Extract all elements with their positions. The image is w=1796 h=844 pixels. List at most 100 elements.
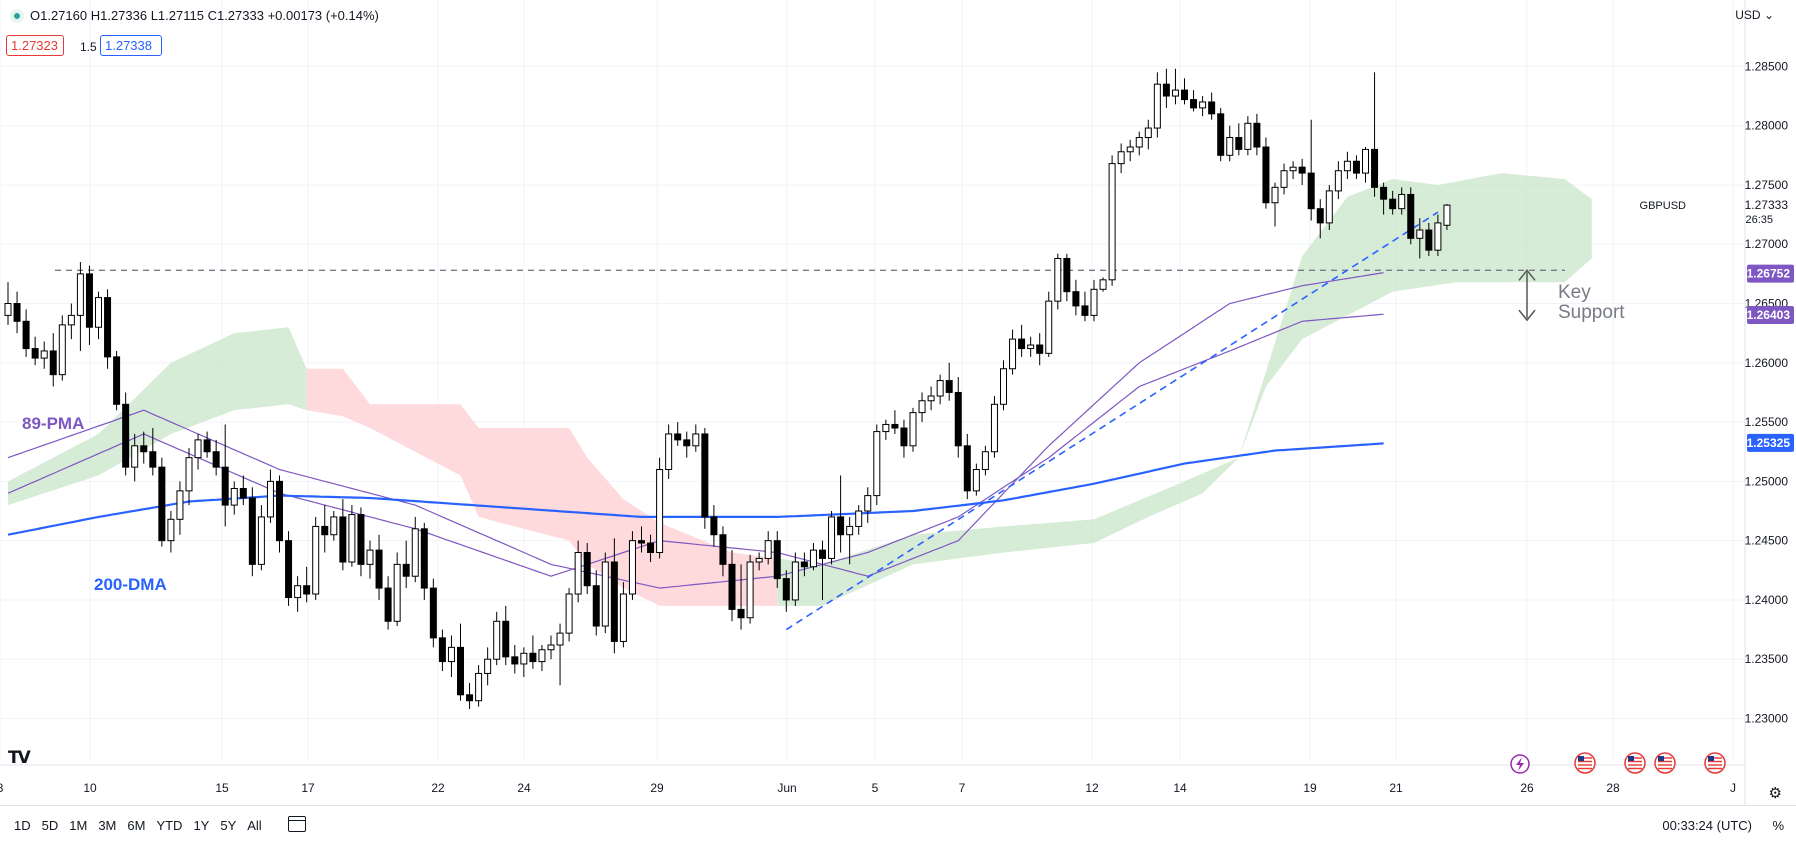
candle-body xyxy=(1009,338,1017,370)
candle-body xyxy=(1343,160,1351,172)
candle-body xyxy=(954,391,962,447)
candle-body xyxy=(366,549,374,565)
candle-body xyxy=(475,672,483,702)
candle-body xyxy=(1425,229,1433,251)
currency-dropdown[interactable]: USD ⌄ xyxy=(1735,8,1774,22)
time-tick-label: 8 xyxy=(0,781,4,795)
candle-body xyxy=(1000,368,1007,405)
candle-body xyxy=(339,516,347,563)
candle-body xyxy=(1398,193,1406,210)
ohlc-legend: O1.27160 H1.27336 L1.27115 C1.27333 +0.0… xyxy=(10,8,379,23)
price-tick-label: 1.23500 xyxy=(1745,652,1789,666)
range-button-5y[interactable]: 5Y xyxy=(220,818,237,833)
arrow-up-icon xyxy=(1518,269,1536,281)
candle-body xyxy=(891,423,899,429)
candle-body xyxy=(1280,170,1288,188)
settings-gear-icon[interactable]: ⚙ xyxy=(1768,785,1782,802)
candle-body xyxy=(656,469,664,554)
time-tick-label: 26 xyxy=(1520,781,1534,795)
arrow-down-icon xyxy=(1518,309,1536,322)
price-tick-label: 1.25500 xyxy=(1745,415,1789,429)
candle-body xyxy=(330,516,338,536)
price-tick-label: 1.28000 xyxy=(1745,119,1789,133)
candle-body xyxy=(719,534,727,565)
range-button-1y[interactable]: 1Y xyxy=(193,818,210,833)
candle-body xyxy=(1117,151,1125,165)
flag-canton xyxy=(1658,756,1664,761)
candle-body xyxy=(800,561,808,568)
candle-body xyxy=(520,652,528,665)
candle-body xyxy=(40,350,48,359)
dma-200-label: 200-DMA xyxy=(94,575,167,594)
candle-body xyxy=(1226,137,1234,156)
range-button-6m[interactable]: 6M xyxy=(127,818,146,833)
candle-body xyxy=(737,608,745,619)
candle-body xyxy=(1416,229,1424,239)
candle-body xyxy=(167,518,175,542)
candle-body xyxy=(728,563,736,610)
range-button-5d[interactable]: 5D xyxy=(41,818,59,833)
range-button-1d[interactable]: 1D xyxy=(14,818,31,833)
candle-body xyxy=(384,587,392,622)
price-label-box xyxy=(1747,306,1794,325)
candle-body xyxy=(601,561,609,627)
candle-body xyxy=(1063,257,1071,293)
candle-body xyxy=(710,516,718,536)
candle-body xyxy=(158,466,166,542)
candle-body xyxy=(1271,186,1279,204)
candle-body xyxy=(909,412,917,447)
price-tick-label: 1.27000 xyxy=(1745,237,1789,251)
candle-body xyxy=(67,314,75,326)
utc-clock[interactable]: 00:33:24 (UTC) xyxy=(1662,818,1752,833)
candle-body xyxy=(13,303,21,322)
candle-body xyxy=(1181,89,1188,101)
candle-body xyxy=(466,694,474,702)
candle-body xyxy=(936,380,944,397)
calendar-icon[interactable] xyxy=(288,816,306,832)
candle-body xyxy=(312,525,320,595)
candle-body xyxy=(1362,148,1369,174)
candle-body xyxy=(1253,122,1261,148)
candle-body xyxy=(529,652,537,663)
candle-body xyxy=(1036,344,1044,354)
candle-body xyxy=(1217,113,1225,156)
candle-body xyxy=(257,516,265,565)
candle-body xyxy=(1380,186,1388,200)
candle-body xyxy=(357,514,365,565)
candle-body xyxy=(1307,172,1315,210)
candle-body xyxy=(438,637,446,663)
range-button-ytd[interactable]: YTD xyxy=(156,818,183,833)
range-button-3m[interactable]: 3M xyxy=(98,818,117,833)
percent-scale-toggle[interactable]: % xyxy=(1772,818,1784,833)
time-tick-label: 24 xyxy=(517,781,531,795)
candle-body xyxy=(665,433,673,471)
candle-body xyxy=(203,439,211,453)
candle-body xyxy=(809,549,817,568)
candle-body xyxy=(402,563,410,577)
candle-body xyxy=(1162,83,1170,97)
candle-body xyxy=(285,540,293,599)
candle-body xyxy=(1081,305,1089,316)
bottom-toolbar: 1D 5D 1M 3M 6M YTD 1Y 5Y All 00:33:24 (UTC) % xyxy=(0,805,1796,844)
price-tick-label: 1.25000 xyxy=(1745,474,1789,488)
buy-price-button[interactable]: 1.27338 xyxy=(100,35,162,56)
sell-price-button[interactable]: 1.27323 xyxy=(6,35,64,56)
candle-body xyxy=(1144,127,1152,139)
range-button-1m[interactable]: 1M xyxy=(69,818,88,833)
candle-body xyxy=(619,593,627,642)
candle-body xyxy=(31,348,39,359)
time-tick-label: 28 xyxy=(1606,781,1620,795)
candle-body xyxy=(248,497,256,565)
flag-canton xyxy=(1708,756,1714,761)
candle-body xyxy=(565,593,573,634)
candle-body xyxy=(610,561,618,642)
candle-body xyxy=(140,445,148,453)
candle-body xyxy=(1090,288,1098,316)
candle-body xyxy=(1325,190,1333,224)
candle-body xyxy=(855,510,863,527)
range-button-all[interactable]: All xyxy=(247,818,262,833)
trendline xyxy=(785,211,1439,631)
candle-body xyxy=(538,649,546,663)
candle-body xyxy=(58,324,66,376)
